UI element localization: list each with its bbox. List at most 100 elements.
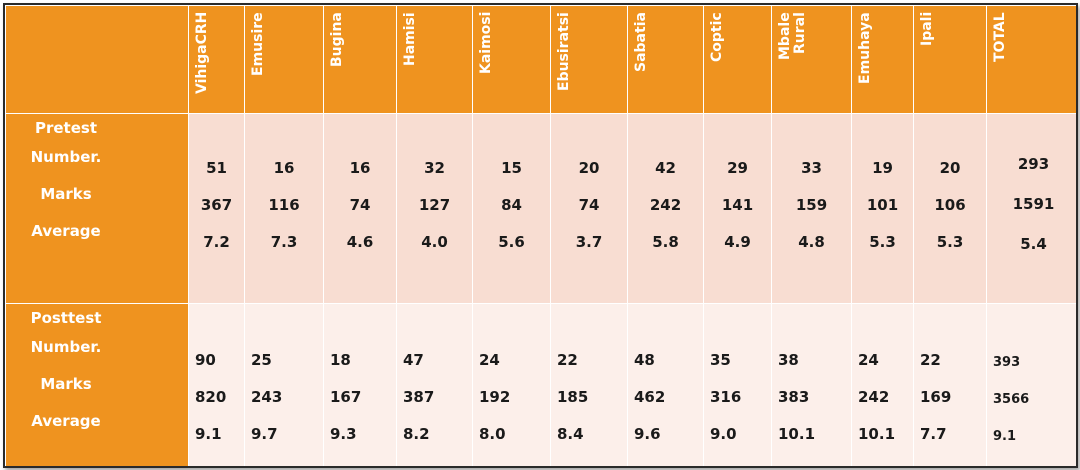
cell-value: 192 [479, 388, 511, 406]
cell-value: 42 [655, 159, 676, 177]
cell-stack: 32 127 4.0 [397, 114, 472, 261]
table-cell: 42 242 5.8 [627, 113, 704, 304]
cell-value: 9.1 [195, 425, 222, 443]
cell-value: 9.7 [251, 425, 278, 443]
cell-value: 169 [920, 388, 952, 406]
cell-value: 3566 [993, 392, 1030, 407]
cell-value: 24 [858, 351, 879, 369]
metric-average-label: Average [31, 412, 101, 430]
cell-stack: 15 84 5.6 [473, 114, 550, 261]
cell-value: 10.1 [778, 425, 816, 443]
cell-value: 316 [710, 388, 742, 406]
cell-value: 4.6 [346, 233, 374, 251]
corner-cell [5, 5, 189, 114]
cell-value: 367 [200, 196, 233, 214]
cell-value: 185 [557, 388, 589, 406]
cell-value: 9.3 [330, 425, 357, 443]
cell-value: 167 [330, 388, 362, 406]
column-header-total: TOTAL [986, 5, 1076, 114]
cell-value: 5.8 [652, 233, 679, 251]
column-header: Sabatia [627, 5, 704, 114]
cell-value: 9.0 [710, 425, 737, 443]
cell-value: 159 [795, 196, 828, 214]
metric-number-label: Number. [30, 148, 102, 166]
cell-value: 4.9 [724, 233, 751, 251]
cell-stack: 90 820 9.1 [189, 304, 244, 453]
cell-value: 462 [634, 388, 666, 406]
cell-value: 242 [649, 196, 682, 214]
metric-average-label: Average [31, 222, 101, 240]
cell-stack: 20 74 3.7 [551, 114, 627, 261]
cell-stack: 35 316 9.0 [704, 304, 771, 453]
pretest-label: Pretest [34, 119, 97, 137]
table-cell: 33 159 4.8 [771, 113, 852, 304]
cell-value: 116 [268, 196, 300, 214]
table-cell: 24 192 8.0 [472, 303, 551, 466]
table-cell: 19 101 5.3 [851, 113, 914, 304]
cell-value: 393 [993, 355, 1021, 370]
cell-stack: 16 74 4.6 [324, 114, 396, 261]
table-cell: 18 167 9.3 [323, 303, 397, 466]
cell-value: 74 [349, 196, 371, 214]
cell-value: 3.7 [575, 233, 603, 251]
cell-stack: 18 167 9.3 [324, 304, 396, 453]
table-cell-total: 293 1591 5.4 [986, 113, 1076, 304]
cell-value: 90 [195, 351, 216, 369]
metric-number-label: Number. [30, 338, 102, 356]
cell-value: 38 [778, 351, 799, 369]
table-cell: 20 74 3.7 [550, 113, 628, 304]
table-cell: 35 316 9.0 [703, 303, 772, 466]
cell-value: 16 [349, 159, 371, 177]
cell-value: 10.1 [858, 425, 896, 443]
cell-value: 127 [418, 196, 451, 214]
cell-value: 4.8 [798, 233, 825, 251]
cell-value: 8.2 [403, 425, 430, 443]
cell-value: 35 [710, 351, 731, 369]
cell-stack: 24 242 10.1 [852, 304, 913, 453]
table-cell: 24 242 10.1 [851, 303, 914, 466]
column-header: Emusire [244, 5, 324, 114]
cell-value: 22 [920, 351, 941, 369]
cell-value: 7.7 [920, 425, 947, 443]
cell-value: 20 [578, 159, 600, 177]
cell-stack: 48 462 9.6 [628, 304, 703, 453]
cell-value: 20 [939, 159, 961, 177]
cell-value: 51 [206, 159, 227, 177]
cell-stack: 38 383 10.1 [772, 304, 851, 453]
header-row: VihigaCRH Emusire Bugina Hamisi Kaimosi … [5, 5, 1076, 114]
pretest-row: Pretest Number. Marks Average 51 367 7.2 1… [5, 113, 1076, 304]
table-cell: 16 74 4.6 [323, 113, 397, 304]
metric-marks-label: Marks [40, 185, 92, 203]
cell-value: 48 [634, 351, 655, 369]
column-header: Hamisi [396, 5, 473, 114]
pretest-row-header: Pretest Number. Marks Average [5, 113, 189, 304]
cell-stack: 33 159 4.8 [772, 114, 851, 261]
table-cell: 16 116 7.3 [244, 113, 324, 304]
cell-value: 74 [578, 196, 600, 214]
table-cell: 22 169 7.7 [913, 303, 987, 466]
column-header: Kaimosi [472, 5, 551, 114]
posttest-row-header: Posttest Number. Marks Average [5, 303, 189, 466]
cell-value: 106 [934, 196, 966, 214]
cell-value: 383 [778, 388, 810, 406]
table-cell: 32 127 4.0 [396, 113, 473, 304]
cell-stack: 19 101 5.3 [852, 114, 913, 261]
cell-stack: 47 387 8.2 [397, 304, 472, 453]
table-cell: 29 141 4.9 [703, 113, 772, 304]
cell-value: 33 [801, 159, 822, 177]
table-cell-total: 393 3566 9.1 [986, 303, 1076, 466]
cell-value: 5.4 [1020, 235, 1047, 253]
cell-value: 5.6 [498, 233, 525, 251]
cell-stack: 293 1591 5.4 [987, 114, 1076, 264]
column-header: Mbale Rural [771, 5, 852, 114]
column-header: Coptic [703, 5, 772, 114]
cell-stack: 393 3566 9.1 [987, 304, 1076, 455]
cell-value: 32 [424, 159, 445, 177]
column-header: Emuhaya [851, 5, 914, 114]
cell-stack: 24 192 8.0 [473, 304, 550, 453]
cell-value: 25 [251, 351, 272, 369]
cell-value: 1591 [1012, 195, 1055, 213]
cell-value: 29 [727, 159, 748, 177]
cell-value: 5.3 [936, 233, 964, 251]
cell-value: 8.4 [557, 425, 584, 443]
